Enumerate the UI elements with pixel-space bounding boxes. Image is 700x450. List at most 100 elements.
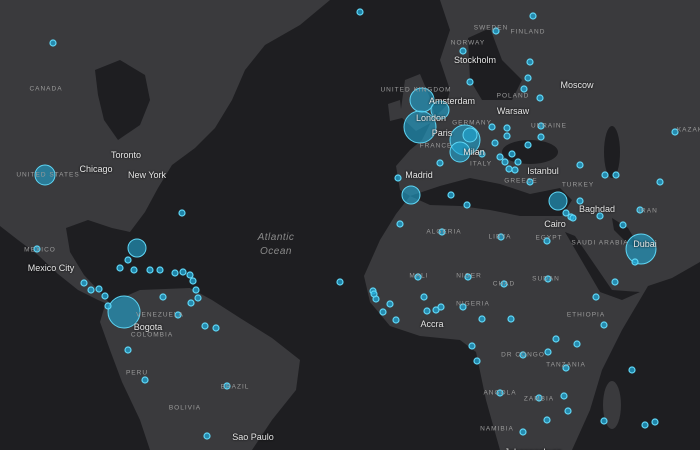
location-marker[interactable] [449, 141, 471, 163]
location-marker[interactable] [519, 351, 527, 359]
location-marker[interactable] [524, 141, 532, 149]
location-marker[interactable] [641, 421, 649, 429]
location-marker[interactable] [201, 322, 209, 330]
location-marker[interactable] [503, 124, 511, 132]
location-marker[interactable] [159, 293, 167, 301]
location-marker[interactable] [526, 58, 534, 66]
location-marker[interactable] [156, 266, 164, 274]
location-marker[interactable] [562, 364, 570, 372]
location-marker[interactable] [192, 286, 200, 294]
location-marker[interactable] [194, 294, 202, 302]
location-marker[interactable] [656, 178, 664, 186]
location-marker[interactable] [619, 221, 627, 229]
location-marker[interactable] [526, 178, 534, 186]
location-marker[interactable] [124, 346, 132, 354]
location-marker[interactable] [491, 139, 499, 147]
location-marker[interactable] [414, 273, 422, 281]
location-marker[interactable] [178, 209, 186, 217]
location-marker[interactable] [430, 100, 450, 120]
location-marker[interactable] [80, 279, 88, 287]
location-marker[interactable] [171, 269, 179, 277]
location-marker[interactable] [560, 392, 568, 400]
location-marker[interactable] [49, 39, 57, 47]
location-marker[interactable] [492, 27, 500, 35]
location-marker[interactable] [473, 357, 481, 365]
location-marker[interactable] [636, 206, 644, 214]
location-marker[interactable] [601, 171, 609, 179]
location-marker[interactable] [548, 191, 568, 211]
location-marker[interactable] [536, 94, 544, 102]
location-marker[interactable] [436, 159, 444, 167]
location-marker[interactable] [576, 197, 584, 205]
location-marker[interactable] [464, 273, 472, 281]
location-marker[interactable] [651, 418, 659, 426]
location-marker[interactable] [596, 212, 604, 220]
location-marker[interactable] [501, 158, 509, 166]
location-marker[interactable] [146, 266, 154, 274]
location-marker[interactable] [611, 278, 619, 286]
location-marker[interactable] [488, 123, 496, 131]
location-marker[interactable] [420, 293, 428, 301]
location-marker[interactable] [524, 74, 532, 82]
location-marker[interactable] [468, 342, 476, 350]
location-marker[interactable] [543, 237, 551, 245]
location-marker[interactable] [552, 335, 560, 343]
location-marker[interactable] [186, 271, 194, 279]
location-marker[interactable] [496, 389, 504, 397]
location-marker[interactable] [447, 191, 455, 199]
location-marker[interactable] [508, 150, 516, 158]
location-marker[interactable] [573, 340, 581, 348]
location-marker[interactable] [503, 132, 511, 140]
location-marker[interactable] [223, 382, 231, 390]
location-marker[interactable] [544, 275, 552, 283]
location-marker[interactable] [107, 295, 141, 329]
location-marker[interactable] [600, 417, 608, 425]
location-marker[interactable] [569, 214, 577, 222]
location-marker[interactable] [386, 300, 394, 308]
location-marker[interactable] [462, 127, 478, 143]
location-marker[interactable] [537, 122, 545, 130]
location-marker[interactable] [87, 286, 95, 294]
location-marker[interactable] [187, 299, 195, 307]
location-marker[interactable] [466, 78, 474, 86]
location-marker[interactable] [576, 161, 584, 169]
location-marker[interactable] [212, 324, 220, 332]
location-marker[interactable] [592, 293, 600, 301]
location-marker[interactable] [497, 233, 505, 241]
location-marker[interactable] [189, 277, 197, 285]
location-marker[interactable] [463, 201, 471, 209]
location-marker[interactable] [141, 376, 149, 384]
location-marker[interactable] [203, 432, 211, 440]
location-marker[interactable] [625, 233, 657, 265]
location-marker[interactable] [403, 110, 437, 144]
location-marker[interactable] [116, 264, 124, 272]
location-marker[interactable] [671, 128, 679, 136]
location-marker[interactable] [104, 302, 112, 310]
location-marker[interactable] [179, 268, 187, 276]
location-marker[interactable] [394, 174, 402, 182]
location-marker[interactable] [437, 303, 445, 311]
location-marker[interactable] [101, 292, 109, 300]
location-marker[interactable] [396, 220, 404, 228]
location-marker[interactable] [127, 238, 147, 258]
location-marker[interactable] [631, 258, 639, 266]
location-marker[interactable] [496, 153, 504, 161]
location-marker[interactable] [459, 303, 467, 311]
location-marker[interactable] [507, 315, 515, 323]
location-marker[interactable] [537, 133, 545, 141]
location-marker[interactable] [379, 308, 387, 316]
location-marker[interactable] [95, 285, 103, 293]
location-marker[interactable] [544, 348, 552, 356]
location-marker[interactable] [34, 164, 56, 186]
location-marker[interactable] [514, 158, 522, 166]
location-marker[interactable] [600, 321, 608, 329]
location-marker[interactable] [564, 407, 572, 415]
location-marker[interactable] [409, 87, 435, 113]
location-marker[interactable] [33, 245, 41, 253]
location-marker[interactable] [535, 394, 543, 402]
location-marker[interactable] [478, 315, 486, 323]
location-marker[interactable] [628, 366, 636, 374]
location-marker[interactable] [423, 307, 431, 315]
